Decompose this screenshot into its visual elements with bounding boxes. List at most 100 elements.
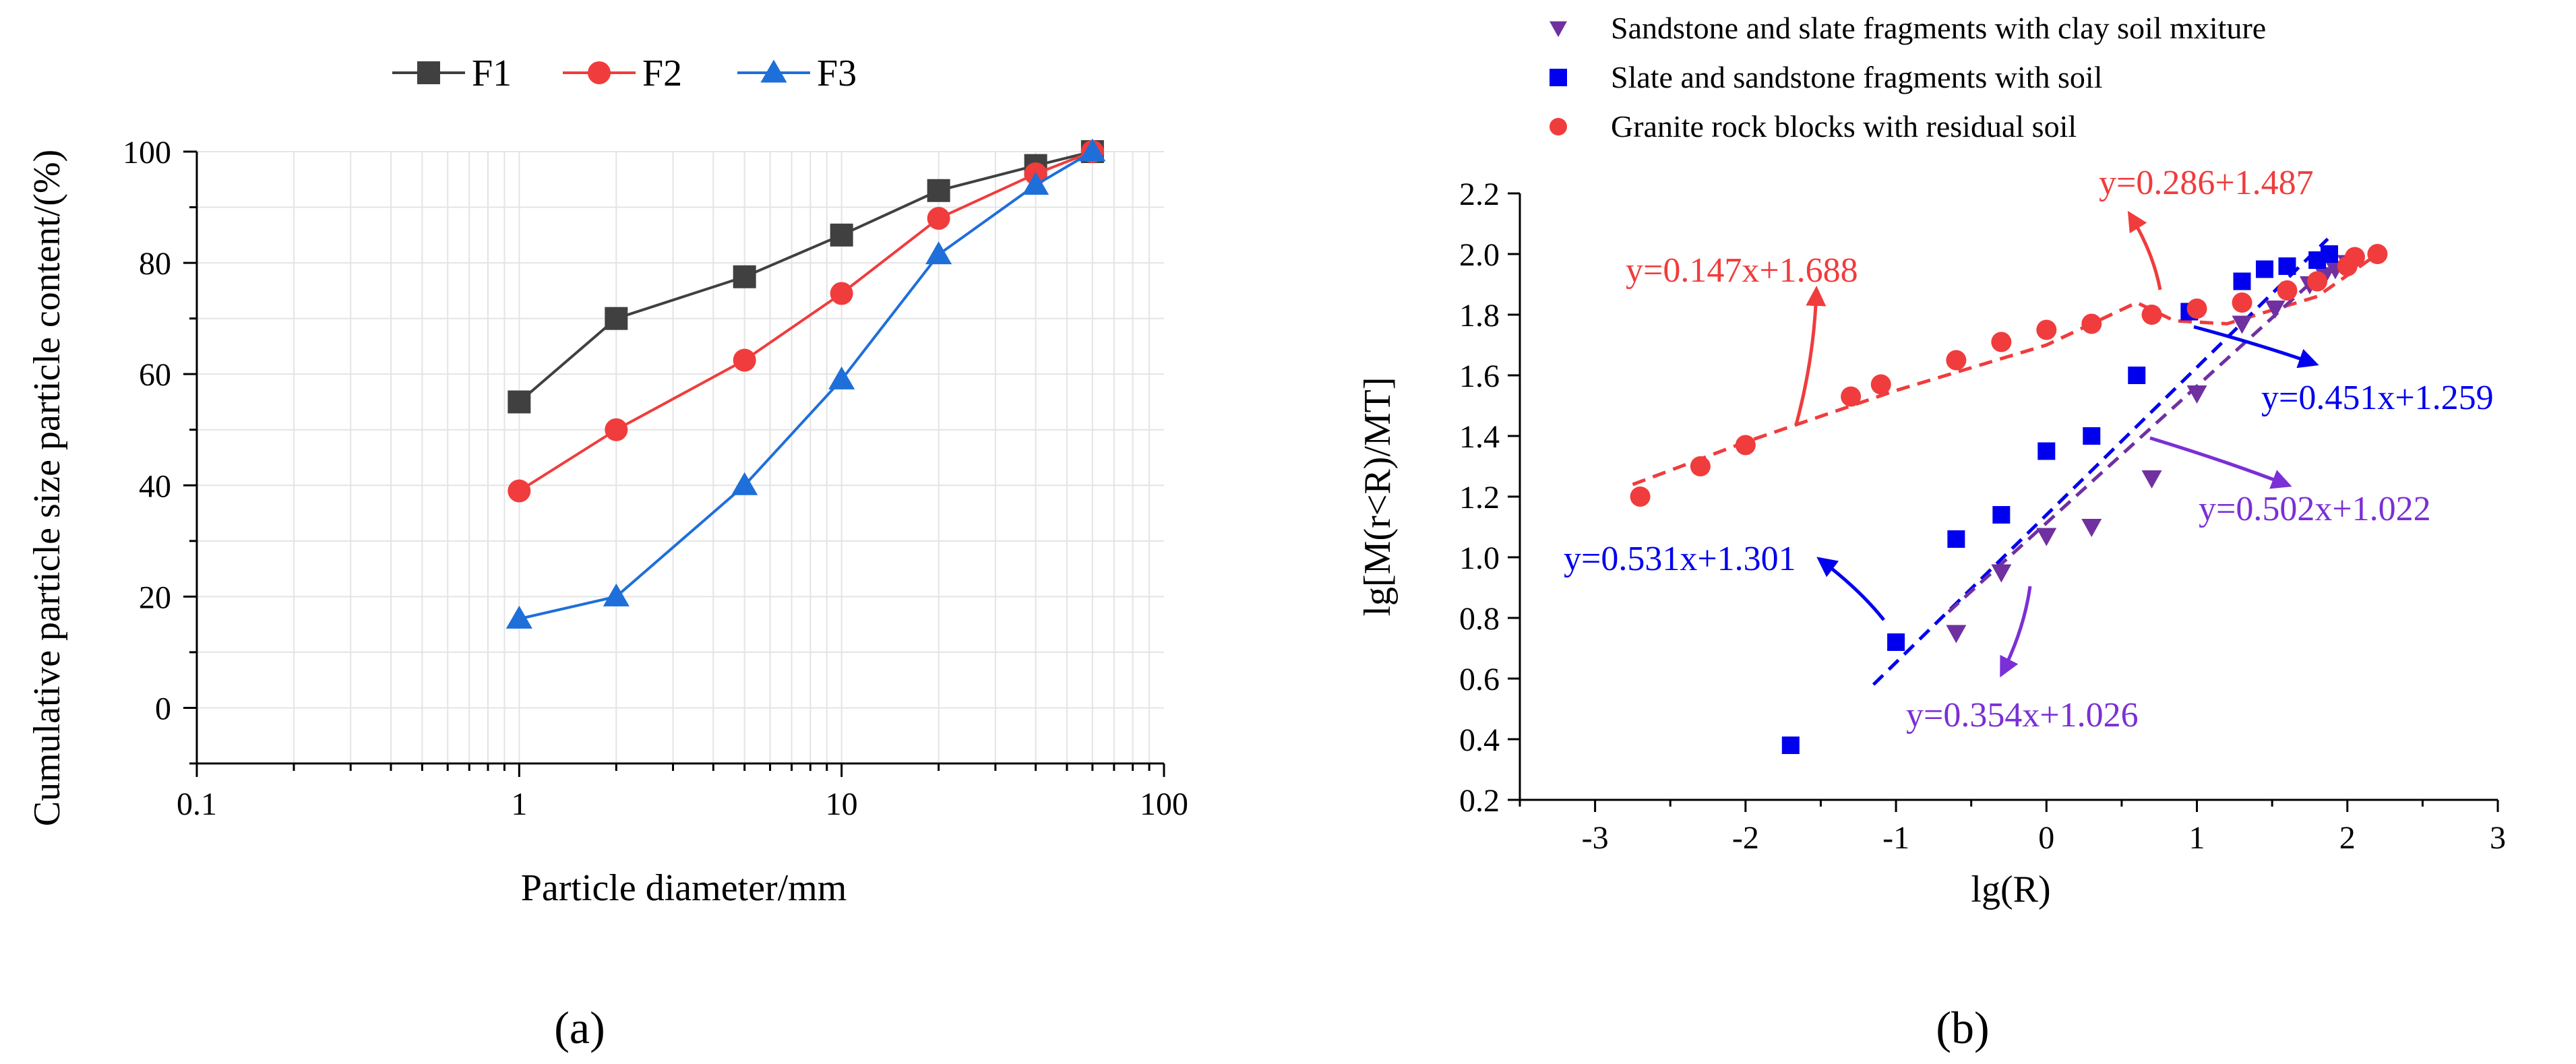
data-point-F3 — [925, 241, 952, 265]
fit-equation-label: y=0.286+1.487 — [2099, 164, 2314, 202]
data-point-F1 — [830, 223, 853, 247]
data-point — [2036, 319, 2057, 340]
y-tick-label: 1.6 — [1459, 358, 1500, 394]
fit-line — [1872, 237, 2329, 686]
data-point-F3 — [731, 472, 758, 495]
y-tick-label: 1.0 — [1459, 540, 1500, 576]
legend-marker-F3 — [760, 59, 787, 83]
fit-equation-label: y=0.147x+1.688 — [1626, 251, 1858, 290]
legend-marker — [1550, 21, 1567, 37]
data-point — [2232, 292, 2252, 313]
data-point — [1947, 530, 1965, 548]
data-point — [1946, 625, 1967, 644]
legend-marker — [1550, 69, 1567, 86]
annotation-arrow — [2000, 586, 2032, 678]
data-point-F2 — [605, 418, 628, 441]
data-point-F1 — [927, 179, 950, 202]
data-point — [2320, 245, 2338, 263]
data-point — [2265, 301, 2286, 319]
data-point — [2036, 528, 2057, 546]
data-point — [1841, 386, 1862, 407]
panel-a-chart: 0 20 40 60 80 100 0.1 1 10 100 Particle diameter/m… — [26, 53, 1188, 1053]
legend-marker — [1550, 118, 1567, 135]
data-point — [2037, 442, 2056, 460]
data-point — [2081, 313, 2102, 334]
data-point-F3 — [1079, 138, 1106, 162]
annotation-arrow — [2149, 436, 2292, 489]
data-point-F1 — [508, 390, 531, 414]
fit-equation-label: y=0.354x+1.026 — [1906, 696, 2139, 734]
data-point — [1690, 456, 1711, 476]
data-point — [1992, 506, 2011, 524]
data-point-F3 — [505, 605, 532, 629]
x-tick-label: 0 — [2038, 820, 2054, 856]
x-tick-label: 2 — [2339, 820, 2356, 856]
data-point — [1630, 487, 1651, 507]
annotation-arrow — [2193, 325, 2319, 369]
data-point — [2186, 299, 2207, 319]
data-point-F1 — [605, 307, 628, 330]
data-point — [1781, 737, 1800, 754]
legend-label: Sandstone and slate fragments with clay … — [1611, 11, 2266, 45]
x-tick-label: 1 — [2189, 820, 2205, 856]
data-point — [1887, 633, 1905, 651]
x-tick-label: 3 — [2490, 820, 2506, 856]
y-tick-label: 0 — [155, 691, 171, 726]
legend-marker-F2 — [588, 61, 611, 84]
panel-b-chart: 0.2 0.4 0.6 0.8 1.0 1.2 1.4 1.6 1.8 2.0 2.2 -3 -2 -1 0… — [1357, 11, 2506, 1053]
data-point — [2186, 385, 2207, 404]
x-tick-label: 100 — [1140, 786, 1188, 822]
fit-equation-label: y=0.531x+1.301 — [1564, 540, 1796, 578]
y-axis-title: lg[M(r<R)/MT] — [1357, 377, 1399, 616]
x-tick-label: -1 — [1882, 820, 1909, 856]
x-tick-label: -3 — [1582, 820, 1609, 856]
panel-label-b: (b) — [1936, 1002, 1989, 1053]
data-point — [2081, 519, 2102, 537]
x-axis-title: Particle diameter/mm — [521, 867, 847, 909]
data-point — [2128, 367, 2146, 384]
legend-label-F2: F2 — [642, 53, 682, 94]
y-tick-label: 20 — [139, 580, 171, 615]
x-tick-label: 0.1 — [177, 786, 217, 822]
y-tick-label: 100 — [123, 135, 171, 170]
data-point — [2307, 271, 2328, 292]
y-tick-label: 2.0 — [1459, 237, 1500, 273]
y-tick-label: 2.2 — [1459, 177, 1500, 212]
legend-marker-F1 — [417, 61, 440, 84]
data-point-F2 — [508, 479, 531, 503]
panel-label-a: (a) — [554, 1002, 605, 1053]
data-point-F3 — [828, 366, 855, 389]
data-point — [1946, 350, 1967, 371]
data-point-F3 — [603, 583, 630, 606]
annotation-arrow — [1794, 286, 1827, 425]
data-point-F1 — [733, 265, 756, 288]
data-point-F3 — [1022, 171, 1049, 195]
y-tick-label: 1.4 — [1459, 419, 1500, 455]
fit-equation-label: y=0.502x+1.022 — [2199, 490, 2431, 528]
fit-line — [1947, 261, 2334, 613]
y-tick-label: 40 — [139, 468, 171, 504]
y-tick-label: 0.6 — [1459, 662, 1500, 697]
annotation-arrow — [1816, 557, 1885, 621]
data-point — [2255, 260, 2273, 278]
data-point — [1991, 332, 2012, 352]
legend-label: Granite rock blocks with residual soil — [1611, 109, 2077, 144]
data-point — [2233, 272, 2251, 290]
data-point — [1870, 374, 1891, 395]
data-point-F2 — [733, 348, 756, 372]
data-point-F2 — [927, 207, 950, 230]
y-tick-label: 0.4 — [1459, 722, 1500, 758]
data-point — [1735, 435, 1756, 456]
y-tick-label: 0.2 — [1459, 783, 1500, 819]
series-line-F1 — [518, 150, 1093, 403]
x-tick-label: 1 — [511, 786, 527, 822]
data-point — [2083, 427, 2101, 445]
y-tick-label: 1.2 — [1459, 480, 1500, 515]
y-tick-label: 80 — [139, 246, 171, 282]
legend-label-F3: F3 — [817, 53, 857, 94]
legend-label-F1: F1 — [472, 53, 512, 94]
y-tick-label: 0.8 — [1459, 601, 1500, 637]
x-tick-label: 10 — [826, 786, 858, 822]
data-point-F2 — [830, 282, 853, 305]
